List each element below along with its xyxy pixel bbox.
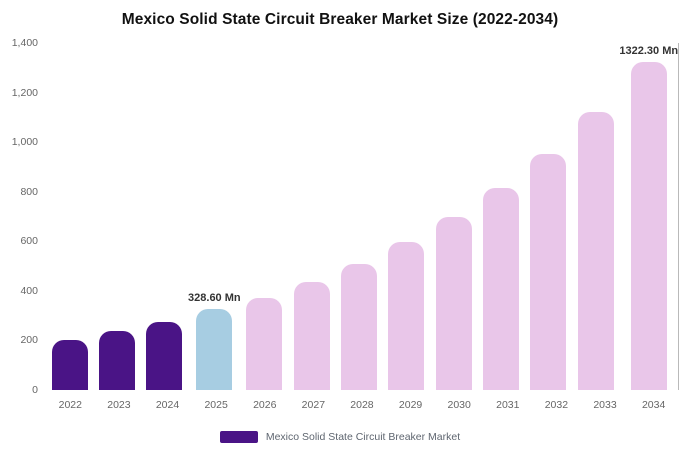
bar-2028: [340, 264, 377, 390]
x-tick-2029: 2029: [398, 399, 423, 411]
y-tick-200: 200: [20, 334, 38, 347]
bar-column-2025: 328.60 Mn: [188, 43, 241, 390]
data-label-2034: 1322.30 Mn: [619, 45, 679, 58]
x-tick-2031: 2031: [496, 399, 520, 411]
y-tick-0: 0: [32, 384, 38, 396]
bar-column-2032: [525, 43, 572, 390]
plot-area: 0 200 400 600 800 1,000 1,200 1,400 328.60 Mn 13…: [12, 37, 679, 411]
x-tick-2026: 2026: [253, 399, 277, 411]
x-tick-2023: 2023: [107, 399, 131, 411]
bar-2030: [435, 217, 472, 390]
x-tick-2032: 2032: [544, 399, 569, 411]
chart-title: Mexico Solid State Circuit Breaker Marke…: [121, 11, 559, 28]
legend-swatch: [219, 431, 258, 443]
bar-2029: [388, 242, 425, 390]
x-tick-2022: 2022: [58, 399, 82, 411]
bar-2031: [483, 187, 520, 390]
x-tick-2033: 2033: [593, 399, 617, 411]
bar-column-2034: 1322.30 Mn: [619, 43, 678, 390]
bar-column-2028: [335, 43, 382, 390]
bar-column-2030: [430, 43, 477, 390]
bar-column-2024: [141, 43, 188, 390]
y-tick-1,200: 1,200: [11, 86, 38, 99]
x-tick-2025: 2025: [204, 399, 228, 411]
x-tick-2030: 2030: [447, 399, 471, 411]
bar-2033: [577, 112, 614, 390]
y-tick-1,400: 1,400: [11, 37, 38, 49]
bar-2025: [196, 308, 233, 390]
bar-2027: [293, 281, 330, 390]
x-tick-2034: 2034: [641, 399, 666, 411]
legend: Mexico Solid State Circuit Breaker Marke…: [0, 431, 680, 443]
bar-column-2022: [46, 43, 93, 390]
y-tick-400: 400: [20, 284, 38, 297]
x-tick-2027: 2027: [301, 399, 326, 411]
bar-column-2023: [93, 43, 140, 390]
y-axis: 0 200 400 600 800 1,000 1,200 1,400: [0, 37, 42, 396]
bar-column-2026: [241, 43, 288, 390]
y-tick-600: 600: [20, 235, 38, 248]
bar-2034: [630, 62, 667, 390]
bar-2032: [530, 154, 567, 390]
data-label-2025: 328.60 Mn: [188, 291, 241, 304]
bar-column-2027: [288, 43, 335, 390]
bar-column-2029: [383, 43, 430, 390]
y-tick-800: 800: [20, 185, 38, 198]
bar-2022: [51, 340, 88, 390]
x-tick-2024: 2024: [155, 399, 180, 411]
x-axis: 2022 2023 2024 2025 2026 2027 2028 2029 2030 2031…: [46, 399, 678, 411]
x-tick-2028: 2028: [350, 399, 374, 411]
bar-column-2031: [477, 43, 524, 390]
bar-2024: [146, 321, 183, 390]
bar-2023: [99, 330, 136, 390]
bar-2026: [246, 297, 283, 390]
bars-area: 328.60 Mn 1322.30 Mn: [46, 43, 678, 390]
legend-label: Mexico Solid State Circuit Breaker Marke…: [265, 431, 461, 443]
y-tick-1,000: 1,000: [11, 136, 38, 149]
bar-column-2033: [572, 43, 619, 390]
